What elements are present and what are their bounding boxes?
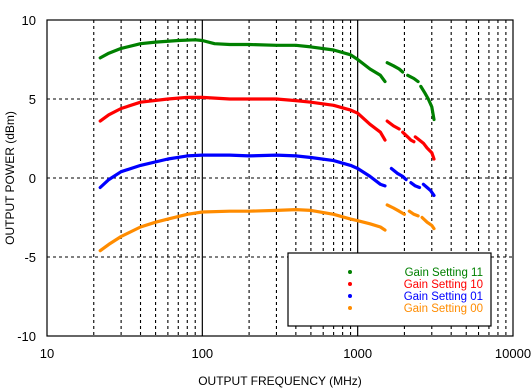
legend-label: Gain Setting 10 bbox=[404, 279, 483, 291]
series-line bbox=[409, 181, 422, 190]
x-axis-tick-labels: 10 100 1000 10000 bbox=[40, 346, 531, 361]
x-tick-label: 10 bbox=[40, 346, 54, 361]
x-axis-title: OUTPUT FREQUENCY (MHz) bbox=[198, 374, 362, 388]
y-tick-label: -5 bbox=[24, 250, 36, 265]
legend-marker bbox=[348, 294, 352, 298]
legend-label: Gain Setting 11 bbox=[405, 267, 483, 279]
y-axis-tick-labels: -10 -5 0 5 10 bbox=[17, 13, 36, 344]
series-line bbox=[385, 61, 405, 74]
x-tick-label: 100 bbox=[191, 346, 213, 361]
series-line bbox=[98, 153, 387, 190]
series-line bbox=[419, 84, 436, 122]
series-line bbox=[413, 135, 436, 161]
series-line bbox=[407, 209, 420, 218]
y-tick-label: 0 bbox=[29, 171, 36, 186]
legend-label: Gain Setting 01 bbox=[404, 291, 483, 303]
x-tick-label: 1000 bbox=[343, 346, 372, 361]
series-line bbox=[98, 38, 387, 84]
y-tick-label: 10 bbox=[22, 13, 36, 28]
series-line bbox=[385, 203, 406, 216]
legend-marker bbox=[348, 306, 352, 310]
series-layer bbox=[98, 38, 436, 253]
series-line bbox=[420, 215, 436, 231]
series-line bbox=[406, 73, 420, 84]
legend-label: Gain Setting 00 bbox=[404, 303, 483, 315]
series-line bbox=[385, 119, 401, 131]
legend-marker bbox=[348, 270, 352, 274]
series-line bbox=[98, 95, 387, 142]
x-tick-label: 10000 bbox=[495, 346, 531, 361]
y-tick-label: -10 bbox=[17, 329, 36, 344]
series-2 bbox=[98, 153, 436, 197]
y-tick-label: 5 bbox=[29, 92, 36, 107]
series-1 bbox=[98, 95, 436, 161]
legend-marker bbox=[348, 282, 352, 286]
series-line bbox=[421, 182, 436, 197]
y-axis-title: OUTPUT POWER (dBm) bbox=[3, 111, 17, 245]
series-line bbox=[98, 208, 387, 253]
series-0 bbox=[98, 38, 436, 122]
plot-area-frame bbox=[46, 19, 514, 337]
series-line bbox=[389, 166, 408, 182]
series-line bbox=[401, 130, 416, 144]
legend-box bbox=[287, 252, 492, 327]
series-3 bbox=[98, 203, 436, 253]
